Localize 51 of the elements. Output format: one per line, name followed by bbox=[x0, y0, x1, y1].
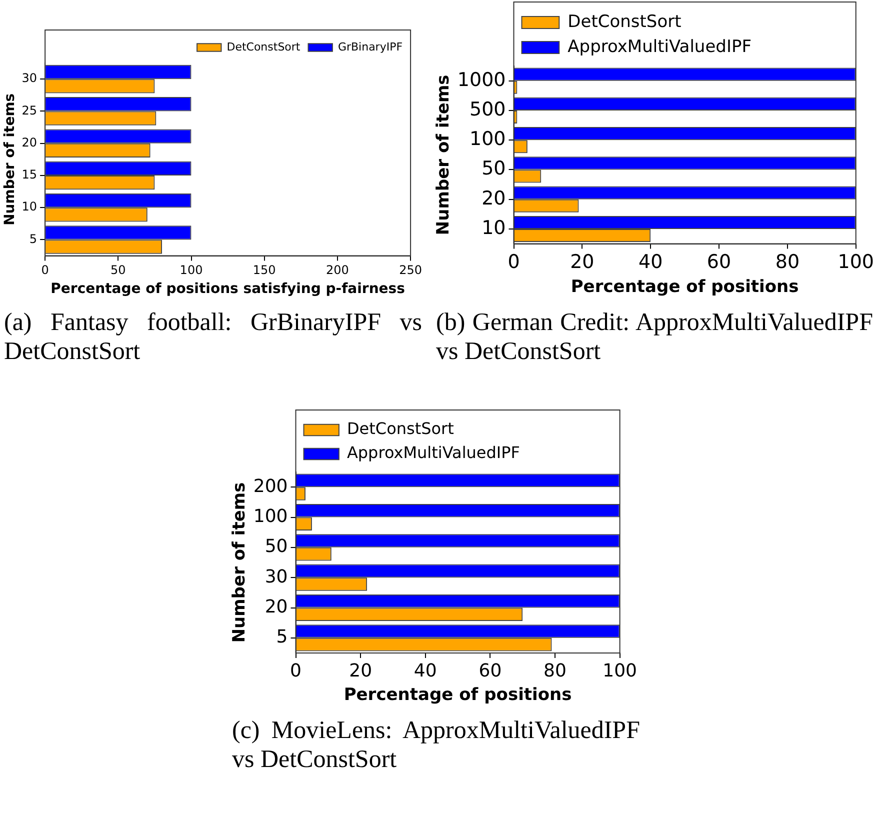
legend-label: GrBinaryIPF bbox=[338, 40, 403, 54]
y-tick-label: 1000 bbox=[457, 68, 506, 91]
y-tick-label: 100 bbox=[253, 506, 288, 527]
y-tick-label: 20 bbox=[22, 135, 38, 150]
text: (a) Fantasy football: GrBinaryIPF vs DetConstSort bbox=[4, 308, 422, 366]
x-tick-label: 100 bbox=[180, 263, 203, 278]
x-tick-label: 200 bbox=[326, 263, 349, 278]
x-tick-label: 100 bbox=[838, 251, 874, 274]
x-tick-label: 250 bbox=[399, 263, 422, 278]
x-tick-label: 60 bbox=[706, 251, 732, 274]
y-tick-label: 100 bbox=[469, 128, 506, 150]
x-tick-label: 0 bbox=[41, 263, 49, 278]
y-axis-title: Number of items bbox=[434, 74, 454, 236]
x-tick-label: 150 bbox=[252, 263, 276, 278]
y-tick-label: 500 bbox=[469, 98, 506, 120]
x-tick-label: 80 bbox=[775, 251, 800, 274]
y-tick-label: 10 bbox=[22, 200, 38, 214]
x-tick-label: 40 bbox=[638, 251, 663, 274]
y-axis-title: Number of items bbox=[230, 482, 250, 643]
text: (c) MovieLens: ApproxMultiValuedIPF vs DetConstSort bbox=[232, 716, 640, 774]
y-tick-label: 25 bbox=[22, 103, 38, 118]
y-tick-label: 15 bbox=[22, 168, 38, 182]
legend-label: ApproxMultiValuedIPF bbox=[568, 36, 752, 57]
x-tick-label: 50 bbox=[110, 263, 126, 278]
legend-label: DetConstSort bbox=[346, 419, 454, 438]
legend-label: DetConstSort bbox=[226, 40, 301, 54]
x-axis-title: Percentage of positions bbox=[344, 685, 572, 706]
y-tick-label: 50 bbox=[482, 158, 506, 180]
y-tick-label: 50 bbox=[264, 536, 288, 558]
legend-label: ApproxMultiValuedIPF bbox=[346, 443, 520, 462]
y-tick-label: 30 bbox=[22, 71, 38, 86]
text: (b) German Credit: ApproxMultiValuedIPF vs DetConstSort bbox=[436, 308, 873, 366]
legend-label: DetConstSort bbox=[568, 12, 682, 32]
x-tick-label: 20 bbox=[349, 660, 372, 682]
x-tick-label: 20 bbox=[570, 251, 594, 274]
x-tick-label: 100 bbox=[602, 660, 637, 682]
y-axis-title: Number of items bbox=[2, 93, 18, 226]
y-tick-label: 30 bbox=[264, 566, 288, 588]
x-axis-title: Percentage of positions bbox=[570, 277, 799, 298]
y-tick-label: 20 bbox=[482, 187, 506, 210]
x-tick-label: 40 bbox=[414, 660, 437, 682]
y-tick-label: 200 bbox=[253, 476, 288, 497]
y-tick-label: 20 bbox=[264, 596, 288, 618]
y-tick-label: 5 bbox=[276, 626, 288, 648]
x-tick-label: 0 bbox=[508, 251, 520, 274]
x-tick-label: 0 bbox=[290, 660, 302, 682]
x-tick-label: 80 bbox=[544, 660, 566, 682]
y-tick-label: 10 bbox=[482, 216, 506, 239]
x-tick-label: 60 bbox=[478, 660, 502, 682]
x-axis-title: Percentage of positions satisfying p-fairness bbox=[50, 281, 405, 298]
y-tick-label: 5 bbox=[29, 232, 38, 246]
